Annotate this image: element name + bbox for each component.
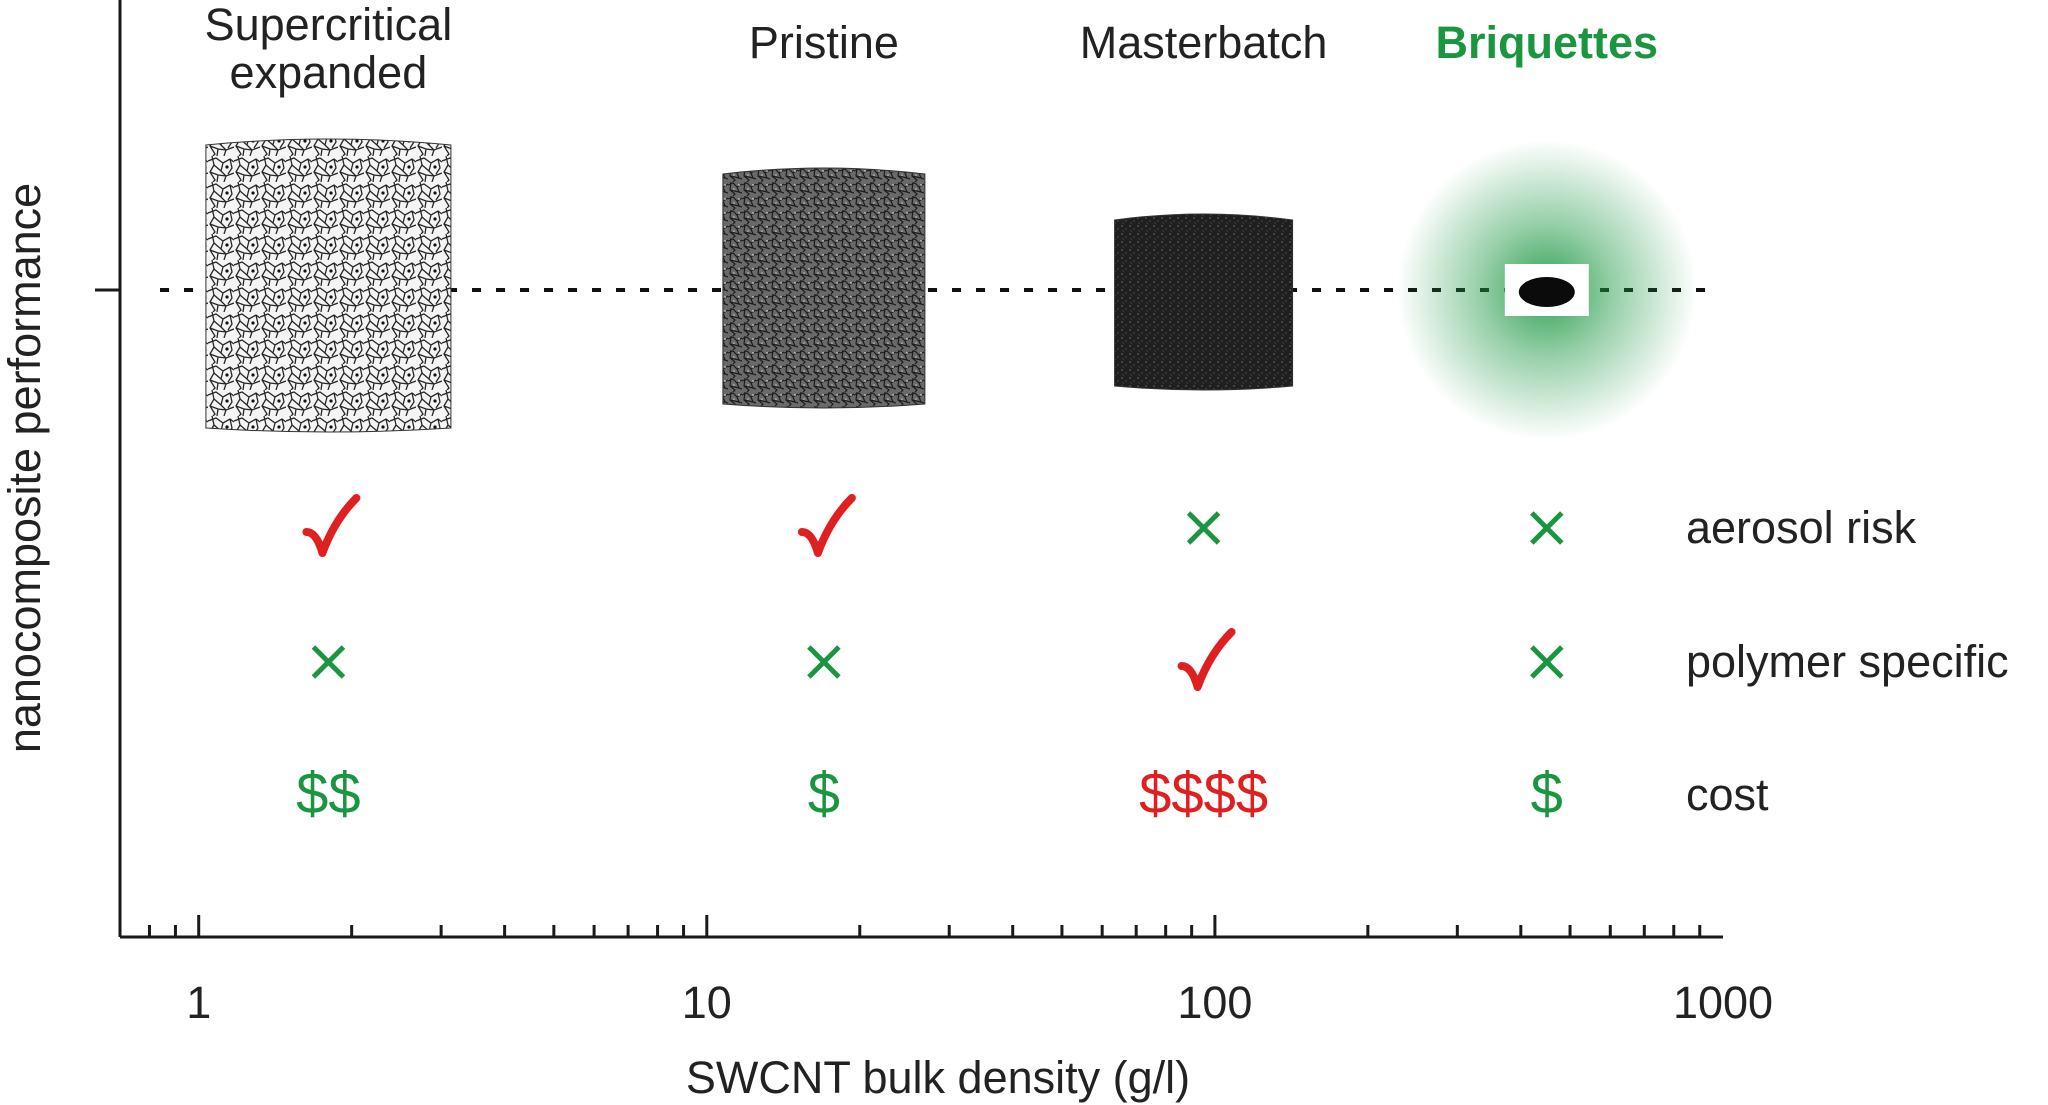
x-axis-tick-labels: 1 10 100 1000	[186, 977, 1773, 1028]
x-tick-label: 1	[186, 977, 211, 1028]
cross-mark-icon	[1530, 645, 1564, 679]
cross-mark-icon	[807, 645, 841, 679]
x-tick-label: 100	[1177, 977, 1252, 1028]
x-axis-label: SWCNT bulk density (g/l)	[686, 1052, 1190, 1103]
sample-cylinder	[205, 138, 452, 433]
material-pristine: Pristine $	[722, 17, 926, 826]
x-tick-label: 10	[682, 977, 732, 1028]
material-label: Supercritical	[205, 0, 453, 50]
check-mark-icon	[797, 494, 856, 557]
sample-cylinder	[722, 167, 926, 409]
check-mark-icon	[1177, 628, 1236, 691]
cost-symbols: $$	[296, 761, 361, 826]
cross-mark-icon	[1530, 511, 1564, 545]
y-axis-label: nanocomposite performance	[0, 183, 50, 753]
material-label: Briquettes	[1436, 17, 1659, 68]
briquette-pellet	[1518, 277, 1575, 307]
check-mark-icon	[302, 494, 361, 557]
cross-mark-icon	[1186, 511, 1221, 545]
x-tick-label: 1000	[1673, 977, 1773, 1028]
material-label: Masterbatch	[1080, 17, 1328, 68]
material-label: Pristine	[749, 17, 899, 68]
material-label: expanded	[230, 47, 428, 98]
cost-symbols: $$$$	[1139, 761, 1268, 826]
criterion-label: polymer specific	[1686, 636, 2009, 687]
material-briquettes: Briquettes $	[1396, 17, 1697, 826]
criterion-label: cost	[1686, 769, 1769, 820]
criterion-label: aerosol risk	[1686, 502, 1917, 553]
sample-cylinder	[1114, 213, 1294, 391]
cross-mark-icon	[311, 645, 346, 679]
cost-symbols: $	[808, 761, 840, 826]
material-masterbatch: Masterbatch $$$$	[1080, 17, 1328, 826]
x-axis-ticks	[118, 915, 1702, 937]
cost-symbols: $	[1531, 761, 1563, 826]
criteria-labels: aerosol risk polymer specific cost	[1686, 502, 2009, 820]
